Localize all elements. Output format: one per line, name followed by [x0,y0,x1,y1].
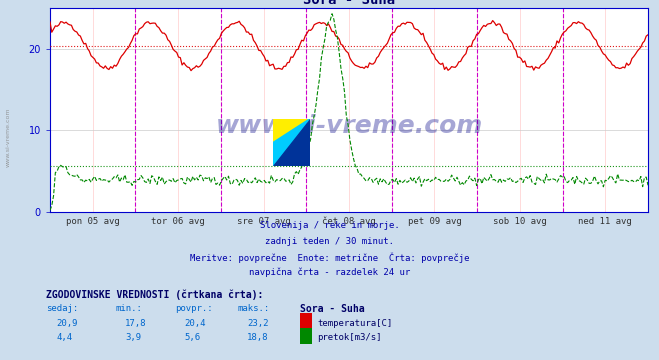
Title: Sora - Suha: Sora - Suha [303,0,395,7]
Polygon shape [273,119,310,142]
Text: pretok[m3/s]: pretok[m3/s] [317,333,382,342]
Polygon shape [273,119,310,166]
Text: Slovenija / reke in morje.: Slovenija / reke in morje. [260,221,399,230]
Text: www.si-vreme.com: www.si-vreme.com [6,107,11,167]
Text: 20,4: 20,4 [185,319,206,328]
Polygon shape [273,119,310,166]
Text: Meritve: povprečne  Enote: metrične  Črta: povprečje: Meritve: povprečne Enote: metrične Črta:… [190,252,469,263]
Text: 3,9: 3,9 [125,333,141,342]
Text: maks.:: maks.: [237,304,270,313]
Text: povpr.:: povpr.: [175,304,212,313]
Text: sedaj:: sedaj: [46,304,78,313]
Text: 17,8: 17,8 [125,319,147,328]
Text: 18,8: 18,8 [247,333,269,342]
Text: 4,4: 4,4 [56,333,72,342]
Text: ZGODOVINSKE VREDNOSTI (črtkana črta):: ZGODOVINSKE VREDNOSTI (črtkana črta): [46,290,264,300]
Text: 23,2: 23,2 [247,319,269,328]
Text: zadnji teden / 30 minut.: zadnji teden / 30 minut. [265,237,394,246]
Text: navpična črta - razdelek 24 ur: navpična črta - razdelek 24 ur [249,268,410,277]
Text: temperatura[C]: temperatura[C] [317,319,392,328]
Text: min.:: min.: [115,304,142,313]
Text: 20,9: 20,9 [56,319,78,328]
Text: 5,6: 5,6 [185,333,200,342]
Text: Sora - Suha: Sora - Suha [300,304,364,314]
Text: www.si-vreme.com: www.si-vreme.com [215,114,482,138]
